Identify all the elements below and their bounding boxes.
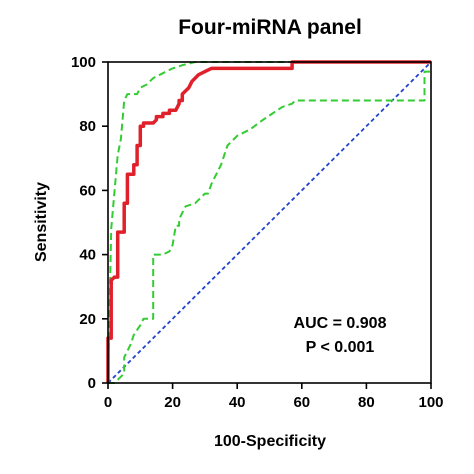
y-tick-label: 80 <box>79 118 96 135</box>
x-tick-label: 40 <box>229 394 246 411</box>
ci-upper-line <box>107 61 431 384</box>
y-tick-label: 20 <box>79 311 96 328</box>
y-tick-label: 0 <box>88 375 96 392</box>
x-tick-label: 80 <box>358 394 375 411</box>
roc-curve-line <box>106 60 431 383</box>
ci-lower-line <box>108 70 431 384</box>
y-axis-label: Sensitivity <box>33 182 50 262</box>
axes: 0 20 40 60 80 100 0 20 40 60 80 100 <box>71 54 444 411</box>
x-tick-label: 20 <box>164 394 181 411</box>
plot-area <box>106 60 432 384</box>
plot-frame <box>107 61 432 384</box>
auc-annotation: AUC = 0.908 <box>294 315 387 332</box>
x-axis-label: 100-Specificity <box>214 433 326 450</box>
y-tick-label: 60 <box>79 182 96 199</box>
y-tick-label: 40 <box>79 247 96 264</box>
x-tick-label: 100 <box>418 394 443 411</box>
reference-diagonal-line <box>107 61 432 384</box>
x-tick-label: 0 <box>104 394 112 411</box>
y-tick-label: 100 <box>71 54 96 71</box>
x-tick-label: 60 <box>293 394 310 411</box>
chart-title: Four-miRNA panel <box>178 16 362 39</box>
p-value-annotation: P < 0.001 <box>306 339 375 356</box>
